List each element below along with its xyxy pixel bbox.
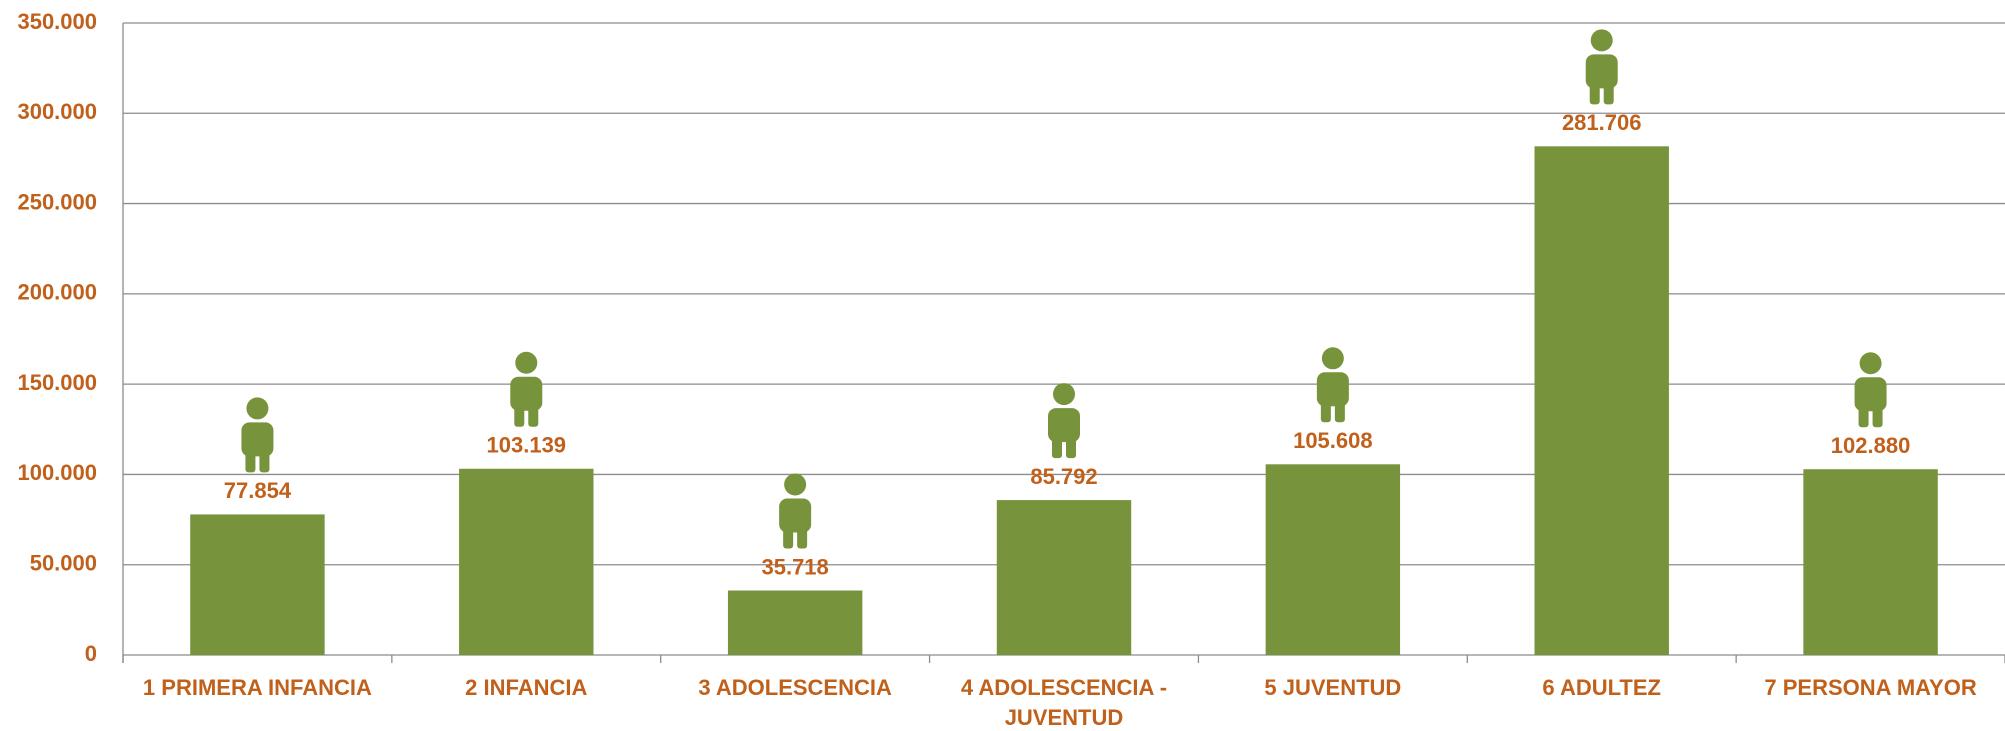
x-tick-label: 1 PRIMERA INFANCIA	[142, 675, 372, 700]
value-label: 77.854	[224, 478, 292, 503]
icon-body	[779, 498, 812, 533]
person-icon	[1854, 352, 1887, 428]
bar	[996, 500, 1132, 655]
bar	[459, 468, 594, 655]
y-tick-label: 300.000	[17, 99, 97, 124]
x-tick-label: 4 ADOLESCENCIA - JUVENTUD	[960, 675, 1168, 730]
x-tick-label: 2 INFANCIA	[465, 675, 588, 700]
x-tick-label: 5 JUVENTUD	[1264, 675, 1402, 700]
icon-leg	[514, 406, 525, 427]
y-tick-label: 150.000	[17, 370, 97, 395]
icon-leg	[1858, 407, 1869, 428]
x-tick-label: 6 ADULTEZ	[1542, 675, 1661, 700]
x-tick-label: 3 ADOLESCENCIA	[698, 675, 892, 700]
icon-leg	[1589, 84, 1600, 105]
icon-leg	[1066, 438, 1076, 459]
icon-leg	[528, 406, 539, 427]
icon-leg	[797, 528, 808, 549]
value-label: 103.139	[487, 433, 567, 458]
icon-leg	[1872, 407, 1883, 428]
person-icon	[1585, 29, 1618, 105]
person-icon	[241, 397, 274, 473]
person-icon	[779, 473, 812, 549]
icon-head	[246, 397, 269, 420]
icon-head	[784, 473, 807, 496]
person-icon	[510, 351, 543, 427]
person-icon	[1048, 383, 1080, 459]
person-icon	[1316, 347, 1349, 423]
bar	[727, 590, 863, 655]
bar	[1265, 464, 1401, 655]
icon-body	[1048, 408, 1080, 443]
value-label: 105.608	[1293, 428, 1373, 453]
icon-leg	[1052, 438, 1062, 459]
icon-head	[1859, 352, 1882, 375]
icon-leg	[1603, 84, 1614, 105]
bar	[1534, 146, 1669, 655]
value-label: 102.880	[1831, 433, 1911, 458]
icon-leg	[1334, 402, 1345, 423]
icon-head	[1053, 383, 1075, 406]
icon-body	[510, 376, 543, 411]
y-tick-label: 250.000	[17, 189, 97, 214]
icon-head	[1321, 347, 1344, 370]
value-label: 85.792	[1030, 464, 1097, 489]
icon-body	[1854, 377, 1887, 412]
icon-leg	[245, 452, 256, 473]
y-tick-label: 350.000	[17, 9, 97, 34]
icon-body	[241, 422, 274, 457]
y-tick-label: 200.000	[17, 280, 97, 305]
icon-leg	[1320, 402, 1331, 423]
icon-head	[515, 351, 538, 374]
icon-body	[1316, 372, 1349, 407]
value-label: 35.718	[761, 554, 828, 579]
y-tick-label: 100.000	[17, 460, 97, 485]
icon-leg	[783, 528, 794, 549]
x-tick-label: 7 PERSONA MAYOR	[1764, 675, 1977, 700]
bar	[190, 514, 325, 655]
value-label: 281.706	[1562, 110, 1642, 135]
icon-head	[1590, 29, 1613, 52]
bar	[1803, 469, 1938, 655]
icon-body	[1585, 54, 1618, 89]
icon-leg	[259, 452, 270, 473]
y-tick-label: 0	[85, 641, 97, 666]
y-tick-label: 50.000	[30, 551, 97, 576]
